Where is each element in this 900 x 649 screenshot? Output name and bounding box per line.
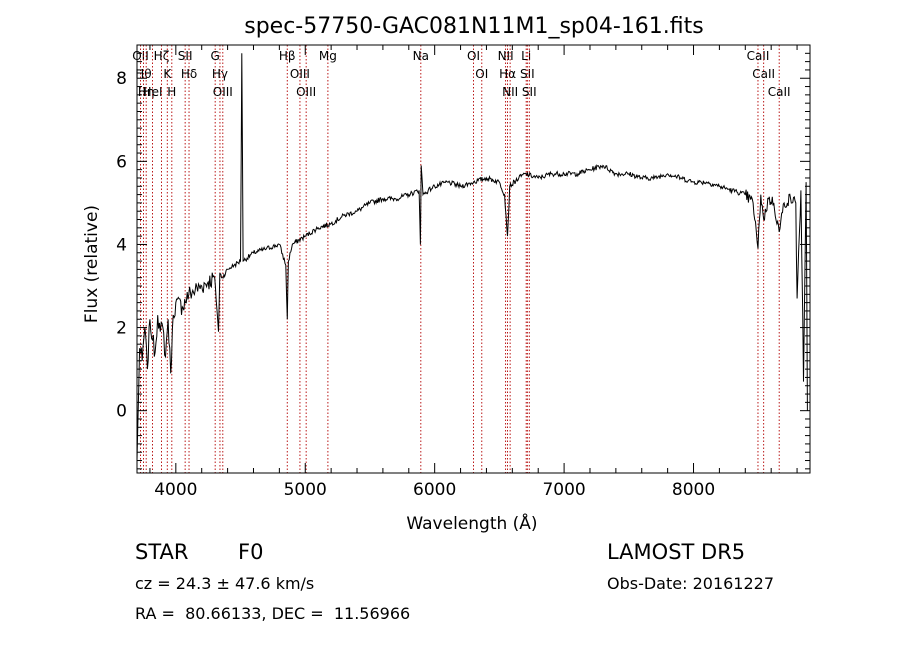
line-marker-label-14: OIII <box>296 85 316 99</box>
line-marker-label-13: OIII <box>290 67 310 81</box>
obs-date-text: Obs-Date: 20161227 <box>607 574 775 593</box>
y-tick-label-0: 0 <box>116 402 127 422</box>
line-marker-label-12: Hβ <box>279 49 296 63</box>
line-marker-label-0: OII <box>132 49 149 63</box>
survey-name: LAMOST DR5 <box>607 540 746 564</box>
line-marker-label-21: NII <box>502 85 518 99</box>
line-marker-label-7: SII <box>178 49 193 63</box>
y-axis-label: Flux (relative) <box>82 205 102 323</box>
line-marker-label-18: OI <box>475 67 488 81</box>
y-tick-label-2: 2 <box>116 319 127 339</box>
y-tick-label-6: 6 <box>116 152 127 172</box>
line-marker-label-9: G <box>211 49 220 63</box>
line-marker-label-24: SII <box>522 85 537 99</box>
spectrum-line <box>136 53 808 461</box>
line-marker-label-11: OIII <box>213 85 233 99</box>
line-marker-label-2: Hη <box>138 85 155 99</box>
chart-title: spec-57750-GAC081N11M1_sp04-161.fits <box>244 14 704 39</box>
redshift-text: cz = 24.3 ± 47.6 km/s <box>135 574 315 593</box>
line-marker-label-15: Mg <box>319 49 337 63</box>
object-class: STAR <box>135 540 189 564</box>
y-tick-label-4: 4 <box>116 235 127 255</box>
x-tick-label-8000: 8000 <box>672 480 715 500</box>
x-tick-label-6000: 6000 <box>413 480 456 500</box>
line-marker-label-5: K <box>163 67 172 81</box>
line-marker-label-3: HeI <box>143 85 163 99</box>
x-tick-label-4000: 4000 <box>154 480 197 500</box>
line-marker-label-16: Na <box>413 49 429 63</box>
line-marker-label-20: Hα <box>499 67 516 81</box>
coordinates-text: RA = 80.66133, DEC = 11.56966 <box>135 604 411 623</box>
line-marker-label-4: Hζ <box>154 49 170 63</box>
line-marker-label-17: OI <box>467 49 480 63</box>
x-tick-label-7000: 7000 <box>542 480 585 500</box>
line-marker-label-10: Hγ <box>212 67 228 81</box>
line-marker-label-19: NII <box>498 49 514 63</box>
x-axis-label: Wavelength (Å) <box>406 512 537 534</box>
y-tick-label-8: 8 <box>116 69 127 89</box>
x-tick-label-5000: 5000 <box>284 480 327 500</box>
line-marker-label-1: Hθ <box>135 67 151 81</box>
plot-frame <box>136 44 811 474</box>
line-marker-label-26: CaII <box>752 67 775 81</box>
line-marker-label-25: CaII <box>747 49 770 63</box>
line-marker-label-23: SII <box>520 67 535 81</box>
line-marker-label-27: CaII <box>768 85 791 99</box>
object-subclass: F0 <box>238 540 264 564</box>
line-marker-label-8: Hδ <box>181 67 197 81</box>
line-marker-label-6: H <box>167 85 176 99</box>
line-marker-label-22: Li <box>521 49 531 63</box>
axis-ticks: 4000 5000 6000 7000 8000 0 2 4 6 8 <box>116 44 810 500</box>
